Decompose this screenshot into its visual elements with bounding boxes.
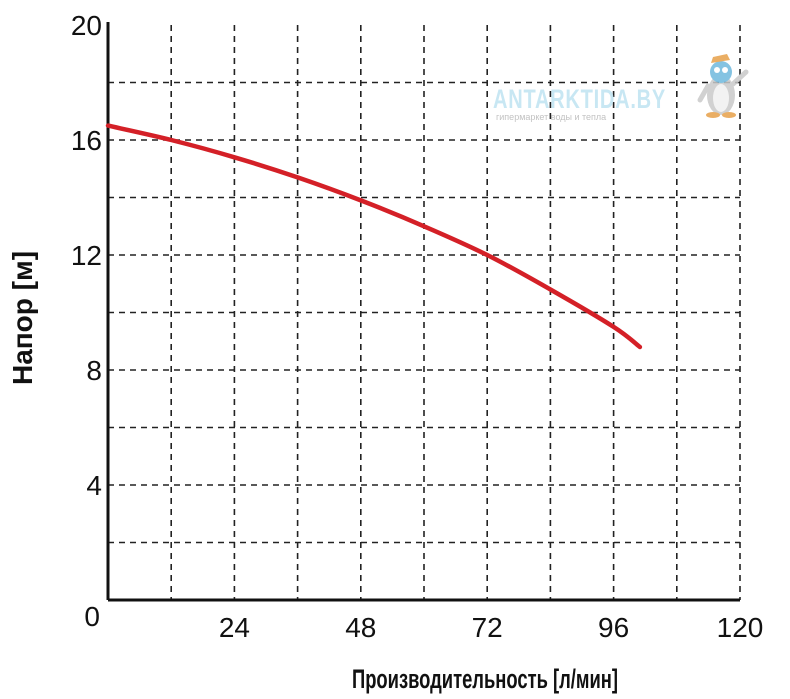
grid xyxy=(108,25,741,600)
x-tick-label: 48 xyxy=(345,612,376,643)
y-tick-label: 12 xyxy=(71,240,102,271)
watermark-logo: ANTARKTIDA.BY гипермаркет воды и тепла xyxy=(493,54,749,122)
series-layer xyxy=(105,123,643,350)
x-tick-label: 0 xyxy=(84,601,100,632)
y-axis-title: Напор [м] xyxy=(7,251,38,385)
y-tick-label: 8 xyxy=(86,355,102,386)
axes xyxy=(106,22,740,602)
x-tick-label: 120 xyxy=(717,612,764,643)
y-tick-label: 4 xyxy=(86,470,102,501)
x-tick-label: 72 xyxy=(472,612,503,643)
y-tick-label: 20 xyxy=(71,10,102,41)
penguin-mascot-icon xyxy=(697,54,749,118)
watermark-brand: ANTARKTIDA.BY xyxy=(493,84,666,114)
x-tick-label: 24 xyxy=(219,612,250,643)
watermark-tagline: гипермаркет воды и тепла xyxy=(496,112,606,122)
x-tick-label: 96 xyxy=(598,612,629,643)
series-line xyxy=(105,123,643,350)
y-tick-label: 16 xyxy=(71,125,102,156)
x-axis-title: Производительность [л/мин] xyxy=(352,664,618,694)
